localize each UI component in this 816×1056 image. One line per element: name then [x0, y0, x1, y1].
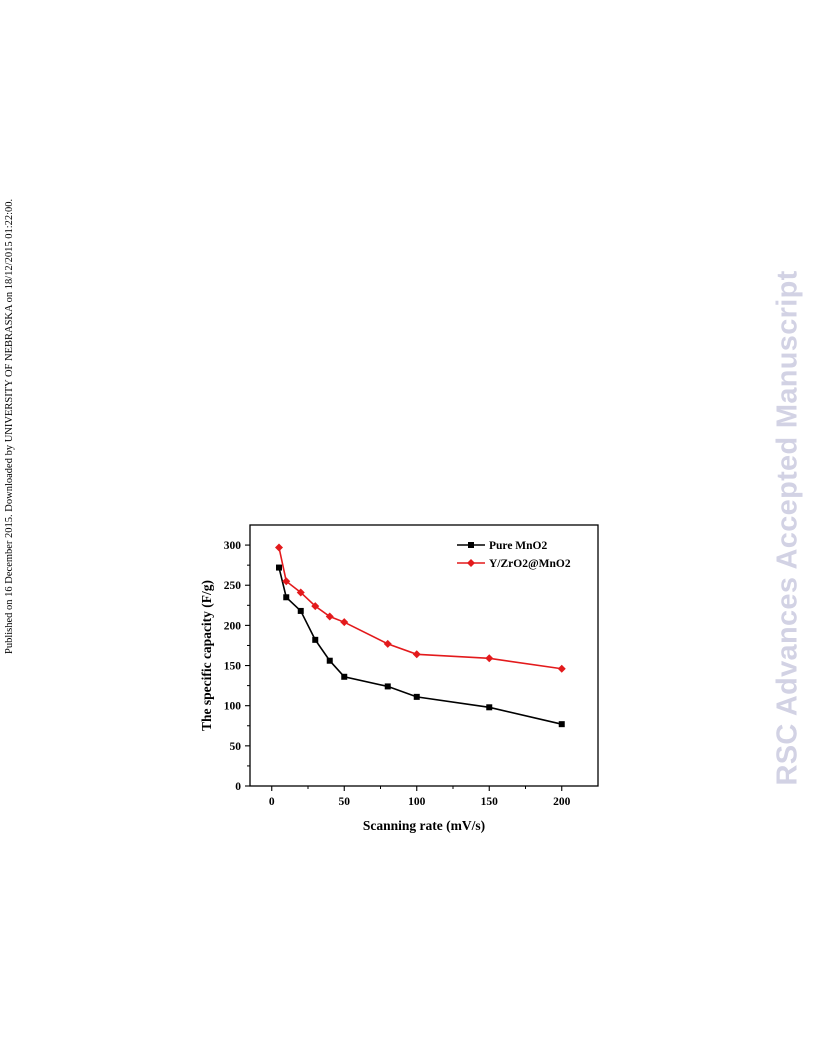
- data-point-1: [485, 654, 494, 663]
- data-point-1: [325, 612, 334, 621]
- data-point-1: [275, 543, 283, 552]
- publication-note-text: Published on 16 December 2015. Downloade…: [4, 198, 15, 654]
- plot-frame: [249, 524, 599, 787]
- x-tick-label: 0: [269, 796, 275, 808]
- data-point-1: [296, 588, 305, 597]
- watermark-text: RSC Advances Accepted Manuscript: [771, 270, 804, 786]
- y-axis-label: The specific capacity (F/g): [199, 580, 214, 731]
- data-point-0: [276, 564, 282, 571]
- series-line-1: [278, 547, 562, 670]
- data-point-1: [282, 577, 291, 586]
- data-point-1: [383, 639, 392, 648]
- x-tick-label: 150: [481, 796, 499, 808]
- data-point-0: [297, 607, 304, 614]
- legend-marker-1: [467, 559, 475, 567]
- y-tick-label: 0: [235, 781, 241, 793]
- x-tick-label: 200: [553, 796, 571, 808]
- y-tick-label: 300: [224, 540, 242, 552]
- data-point-1: [412, 650, 421, 659]
- y-tick-label: 250: [224, 580, 242, 592]
- series-line-0: [278, 567, 562, 725]
- y-tick-label: 200: [224, 620, 242, 632]
- data-point-0: [486, 704, 493, 711]
- x-tick-label: 50: [339, 796, 351, 808]
- data-point-0: [384, 683, 391, 690]
- x-tick-label: 100: [408, 796, 426, 808]
- data-point-0: [413, 693, 420, 700]
- data-point-1: [340, 618, 349, 627]
- capacity-chart: 0 50 100 150 200 0 50 100 150 200 250 300 Scanning r…: [199, 524, 599, 833]
- data-point-1: [557, 664, 566, 673]
- data-point-0: [283, 594, 290, 601]
- legend-label-0: Pure MnO2: [489, 540, 547, 552]
- x-axis-label: Scanning rate (mV/s): [363, 818, 485, 833]
- y-tick-label: 150: [224, 661, 242, 673]
- legend-marker-0: [468, 542, 474, 548]
- data-point-0: [558, 721, 565, 728]
- data-point-1: [311, 602, 320, 611]
- legend-label-1: Y/ZrO2@MnO2: [489, 558, 571, 570]
- data-point-0: [326, 657, 333, 664]
- y-tick-label: 100: [224, 701, 242, 713]
- data-point-0: [312, 636, 319, 643]
- data-point-0: [341, 673, 348, 680]
- y-tick-label: 50: [230, 741, 242, 753]
